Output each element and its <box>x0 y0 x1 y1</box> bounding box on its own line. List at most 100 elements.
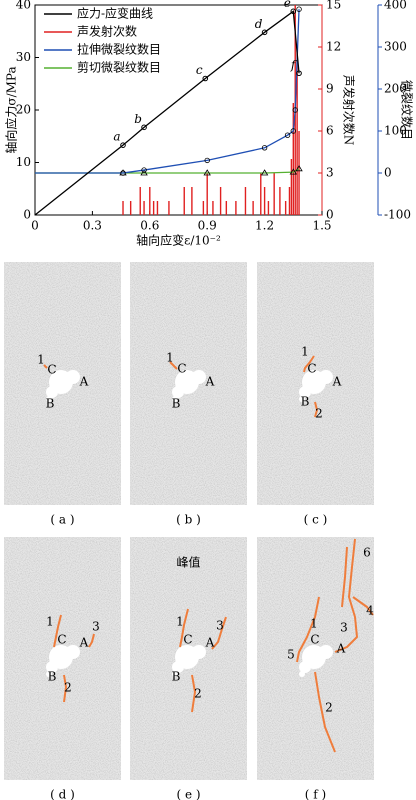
y-tick-label: 20 <box>16 103 31 117</box>
crack <box>191 674 196 713</box>
y2-tick-label: 3 <box>326 166 334 180</box>
point-label: f <box>290 58 298 72</box>
crack-label: 1 <box>37 353 45 367</box>
hole <box>172 386 184 398</box>
crack-label: B <box>301 395 310 409</box>
point-label: d <box>255 17 263 31</box>
panel-caption: ( e ) <box>176 788 200 800</box>
crack <box>352 596 374 616</box>
crack-label: 2 <box>64 681 72 695</box>
panel-caption: ( b ) <box>176 513 201 527</box>
y2-tick-label: 12 <box>326 40 341 54</box>
x-tick-label: 1.5 <box>312 219 331 233</box>
crack <box>53 614 62 648</box>
point-marker <box>141 124 147 131</box>
circle-marker <box>290 128 296 134</box>
panel: 1 C 3A B2 峰值 ( e ) <box>130 537 247 800</box>
crack-label: C <box>177 362 186 376</box>
y2-tick-label: 15 <box>326 0 341 12</box>
triangle-marker <box>289 168 298 175</box>
crack <box>314 401 318 418</box>
hole <box>46 386 58 398</box>
y3-tick-label: 100 <box>384 124 407 138</box>
panel: 1C 3A B2 ( d ) <box>4 537 121 800</box>
ae-bar <box>290 159 293 215</box>
crack-label: B <box>172 670 181 684</box>
hole <box>192 645 206 659</box>
crack-label: B <box>172 397 181 411</box>
y-tick-label: 0 <box>23 208 31 222</box>
y3-tick-label: 400 <box>384 0 407 12</box>
circle-marker <box>204 157 210 164</box>
series-line <box>35 9 300 174</box>
panel-caption: ( a ) <box>50 513 74 527</box>
ae-bar <box>284 201 287 215</box>
panel: 1C A B ( a ) <box>4 262 121 527</box>
point-label: b <box>134 112 142 126</box>
y3-tick-label: 0 <box>384 166 392 180</box>
y3-tick-label: 200 <box>384 82 407 96</box>
panel-caption: ( c ) <box>304 513 328 527</box>
ae-bar <box>292 103 294 215</box>
panel-caption: ( d ) <box>50 788 75 800</box>
circle-marker <box>296 6 302 12</box>
crack-label: A <box>79 636 89 650</box>
crack-label: A <box>332 375 342 389</box>
y-axis-label: 轴向应力σ/MPa <box>4 66 19 153</box>
ae-bar <box>263 187 266 215</box>
crack-label: 3 <box>340 621 348 635</box>
crack <box>169 361 178 370</box>
hole <box>46 671 52 677</box>
crack <box>43 364 48 369</box>
ae-bar <box>267 201 270 215</box>
ae-bar <box>152 201 155 215</box>
y2-tick-label: 0 <box>326 208 334 222</box>
point-marker <box>296 70 302 77</box>
ae-bar <box>260 173 262 215</box>
crack-label: 1 <box>310 617 318 631</box>
circle-marker <box>261 145 268 151</box>
point-marker <box>120 142 126 148</box>
series-line <box>34 10 300 216</box>
x-axis-label: 轴向应变ε/10⁻² <box>136 233 221 248</box>
panel: 6 4 3 1 C A 5 2 ( f ) <box>257 537 374 800</box>
legend-label: 应力-应变曲线 <box>77 6 153 21</box>
ae-bar <box>273 173 275 215</box>
hole <box>46 661 58 673</box>
y-tick-label: 10 <box>16 155 31 169</box>
ae-bar <box>244 187 247 215</box>
ae-bar <box>143 201 145 215</box>
hole <box>46 396 52 402</box>
ae-bar <box>225 201 228 215</box>
ae-bar <box>191 187 193 215</box>
ae-bar <box>296 47 298 215</box>
x-tick-label: 0.6 <box>140 219 159 233</box>
crack-label: A <box>205 636 215 650</box>
triangle-marker <box>260 169 269 176</box>
circle-marker <box>292 107 298 113</box>
x-tick-label: 0.9 <box>198 219 217 233</box>
hole <box>66 370 80 384</box>
circle-marker <box>120 170 126 176</box>
crack-label: 1 <box>301 345 309 359</box>
hole <box>299 396 305 402</box>
panel: 1C A B ( b ) <box>130 262 247 527</box>
crack-label: A <box>79 375 89 389</box>
crack <box>314 671 336 753</box>
panel: 1 C A B2 ( c ) <box>257 262 374 527</box>
crack-label: 1 <box>166 351 174 365</box>
crack-label: A <box>336 642 346 656</box>
ae-bar <box>288 187 291 215</box>
point-label: c <box>196 63 203 77</box>
panel-caption: ( f ) <box>305 788 326 800</box>
y2-axis-label: 声发射次数N <box>342 75 357 146</box>
ae-bar <box>149 187 151 215</box>
crack-label: C <box>310 633 319 647</box>
y2-tick-label: 6 <box>326 124 334 138</box>
y2-tick-label: 9 <box>326 82 334 96</box>
hole <box>319 645 333 659</box>
point-label: e <box>284 0 291 10</box>
crack-label: C <box>307 362 316 376</box>
hole <box>299 671 305 677</box>
